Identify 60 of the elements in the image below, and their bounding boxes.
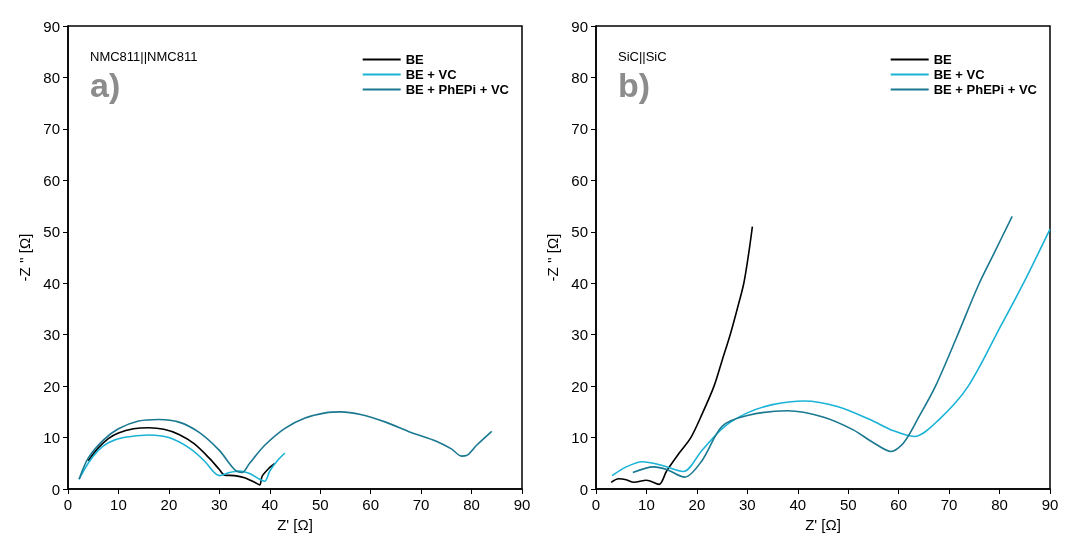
y-tick-label: 70 (571, 120, 588, 138)
annotation: SiC||SiC (618, 49, 667, 64)
x-tick-label: 0 (591, 496, 601, 513)
y-tick-label: 20 (43, 377, 60, 395)
x-tick-label: 60 (362, 496, 380, 513)
x-axis-title: Z' [Ω] (277, 516, 313, 533)
y-tick-label: 90 (571, 17, 588, 35)
y-tick-label: 50 (43, 223, 60, 241)
y-tick-label: 40 (571, 274, 588, 292)
x-tick-label: 30 (738, 496, 756, 513)
y-tick-label: 80 (571, 68, 588, 86)
legend-label: BE (933, 52, 953, 67)
x-tick-label: 20 (688, 496, 706, 513)
y-axis-title: -Z '' [Ω] (16, 233, 34, 282)
line-series (78, 434, 286, 483)
x-axis-title: Z' [Ω] (805, 516, 841, 533)
annotation: a) (90, 66, 121, 104)
x-tick-label: 90 (513, 496, 531, 513)
line-series (611, 228, 1051, 477)
y-tick-label: 40 (43, 274, 60, 292)
x-tick-label: 70 (412, 496, 430, 513)
y-tick-label: 30 (571, 326, 588, 344)
x-tick-label: 60 (890, 496, 908, 513)
y-tick-label: 60 (43, 171, 60, 189)
line-series (78, 411, 493, 481)
line-series (610, 225, 754, 486)
y-tick-label: 30 (43, 326, 60, 344)
legend-label: BE + VC (933, 67, 986, 82)
y-tick-label: 90 (43, 17, 60, 35)
y-tick-label: 10 (43, 429, 60, 447)
x-tick-label: 40 (261, 496, 279, 513)
legend-label: BE + PhEPi + VC (405, 82, 510, 97)
x-tick-label: 10 (638, 496, 655, 513)
legend-label: BE + PhEPi + VC (933, 82, 1038, 97)
x-tick-label: 40 (789, 496, 807, 513)
line-series (632, 215, 1013, 478)
y-tick-label: 50 (571, 223, 588, 241)
x-tick-label: 80 (463, 496, 480, 513)
y-tick-label: 0 (579, 480, 588, 498)
y-tick-label: 70 (43, 120, 60, 138)
x-tick-label: 30 (210, 496, 228, 513)
legend-label: BE + VC (405, 67, 458, 82)
x-tick-label: 50 (839, 496, 857, 513)
y-tick-label: 20 (571, 377, 588, 395)
x-tick-label: 70 (940, 496, 958, 513)
y-tick-label: 0 (51, 480, 60, 498)
y-tick-label: 10 (571, 429, 588, 447)
x-tick-label: 90 (1041, 496, 1059, 513)
y-tick-label: 60 (571, 171, 588, 189)
y-axis-title: -Z '' [Ω] (544, 233, 562, 282)
annotation: NMC811||NMC811 (90, 49, 198, 64)
line-series (87, 426, 276, 486)
annotation: b) (618, 66, 651, 104)
x-tick-label: 20 (160, 496, 178, 513)
x-tick-label: 0 (63, 496, 73, 513)
x-tick-label: 50 (311, 496, 329, 513)
x-tick-label: 80 (991, 496, 1008, 513)
x-tick-label: 10 (110, 496, 127, 513)
legend-label: BE (405, 52, 425, 67)
y-tick-label: 80 (43, 68, 60, 86)
